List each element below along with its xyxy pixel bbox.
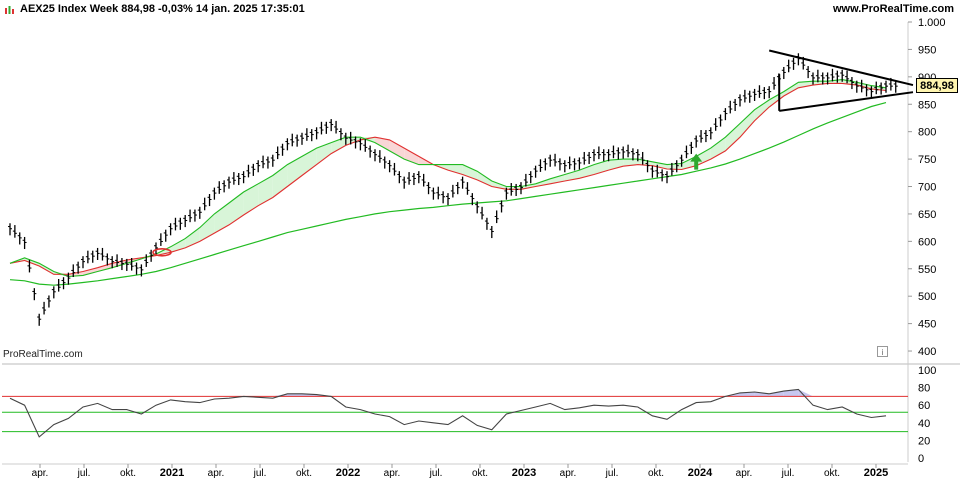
ma-ribbon-segment <box>783 82 799 97</box>
x-tick-label: apr. <box>208 468 225 479</box>
ma-ribbon-segment <box>754 99 770 121</box>
info-icon[interactable]: i <box>877 346 888 357</box>
ma-ribbon-segment <box>579 164 594 179</box>
ma-ribbon-segment <box>287 156 302 187</box>
ma-ribbon-segment <box>462 164 478 180</box>
arrow-up-icon <box>690 153 703 170</box>
x-axis: apr. jul. okt. 2021 apr. jul. okt. 2022 apr. jul.… <box>32 464 888 479</box>
y-tick-label: 450 <box>918 319 936 331</box>
rsi-line <box>9 388 887 438</box>
ma-ribbon-segment <box>637 159 653 166</box>
x-tick-label: okt. <box>824 468 840 479</box>
ma-ribbon-segment <box>404 148 419 165</box>
ma-ribbon-segment <box>39 263 54 275</box>
x-tick-label: okt. <box>472 468 488 479</box>
rsi-y-tick-label: 40 <box>918 418 930 430</box>
x-tick-label: jul. <box>781 468 795 479</box>
price-panel: 1.00095090085080075070065060055050045040… <box>2 17 960 465</box>
x-tick-label: apr. <box>736 468 753 479</box>
x-tick-label: jul. <box>77 468 91 479</box>
x-tick-label: apr. <box>384 468 401 479</box>
x-tick-label: jul. <box>429 468 443 479</box>
y-tick-label: 500 <box>918 291 936 303</box>
x-tick-label: 2024 <box>688 467 713 479</box>
ma-ribbon-segment <box>229 192 244 225</box>
y-tick-label: 850 <box>918 99 936 111</box>
ma-ribbon-segment <box>83 267 98 276</box>
y-tick-label: 550 <box>918 264 936 276</box>
y-tick-label: 400 <box>918 346 936 358</box>
chart-title: AEX25 Index Week 884,98 -0,03% 14 jan. 2… <box>20 3 305 15</box>
ma-ribbon-segment <box>331 137 346 154</box>
rsi-panel: 100 80 60 40 20 0 <box>2 365 936 465</box>
rsi-y-tick-label: 80 <box>918 383 930 395</box>
ma-ribbon-segment <box>375 137 390 151</box>
chart-icon <box>5 6 14 14</box>
last-price-tag: 884,98 <box>916 78 958 93</box>
ma-ribbon-segment <box>345 137 361 146</box>
x-tick-label: 2023 <box>512 467 536 479</box>
ma-ribbon-segment <box>389 139 405 160</box>
ma-ribbon-segment <box>258 175 273 206</box>
ma-ribbon-segment <box>97 263 113 272</box>
ma-ribbon-segment <box>623 159 638 167</box>
y-tick-label: 700 <box>918 182 936 194</box>
ma-ribbon-segment <box>491 181 507 190</box>
trendline-upper <box>768 49 914 87</box>
x-tick-label: okt. <box>296 468 312 479</box>
y-tick-label: 1.000 <box>918 17 946 29</box>
rsi-y-tick-label: 100 <box>918 365 936 377</box>
ma-ribbon-segment <box>243 183 259 216</box>
rsi-overbought-fill <box>287 393 302 397</box>
ma-ribbon-segment <box>652 161 667 169</box>
rsi-y-tick-label: 0 <box>918 453 924 465</box>
ma-ribbon-segment <box>302 148 317 176</box>
ma-ribbon-segment <box>448 164 463 175</box>
x-tick-label: jul. <box>605 468 619 479</box>
rsi-overbought-fill <box>754 392 770 397</box>
ma-ribbon-segment <box>535 178 551 187</box>
x-tick-label: 2022 <box>336 467 360 479</box>
watermark: ProRealTime.com <box>3 349 83 360</box>
ma-ribbon-segment <box>856 82 872 89</box>
ma-ribbon-segment <box>521 183 536 190</box>
ma-ribbon-segment <box>667 163 682 170</box>
x-tick-label: apr. <box>32 468 49 479</box>
ma-ribbon-segment <box>710 137 726 160</box>
y-tick-label: 750 <box>918 154 936 166</box>
rsi-y-tick-label: 20 <box>918 435 930 447</box>
ma-ribbon-segment <box>608 159 624 171</box>
rsi-overbought-fill <box>798 389 813 397</box>
ma-ribbon-segment <box>798 81 813 88</box>
x-tick-label: 2025 <box>864 467 888 479</box>
ma-ribbon-segment <box>24 257 40 267</box>
y-tick-label: 600 <box>918 236 936 248</box>
rsi-overbought-fill <box>769 391 784 397</box>
ma-ribbon-segment <box>316 142 332 165</box>
brand-link[interactable]: www.ProRealTime.com <box>832 3 954 15</box>
ma-ribbon-segment <box>813 81 828 86</box>
y-tick-label: 650 <box>918 209 936 221</box>
ma-ribbon-segment <box>506 186 521 190</box>
x-tick-label: okt. <box>648 468 664 479</box>
ma-mid-line <box>9 79 887 278</box>
ma-ribbon-segment <box>725 123 740 151</box>
ma-ribbon-segment <box>214 202 229 234</box>
ma-ribbon-segment <box>112 260 127 268</box>
ma-long-line <box>9 102 887 286</box>
ma-ribbon-segment <box>199 213 215 242</box>
ma-ribbon-segment <box>477 171 492 187</box>
trendline-lower <box>779 91 914 112</box>
x-tick-label: okt. <box>120 468 136 479</box>
ma-ribbon-segment <box>740 109 755 138</box>
x-tick-label: apr. <box>560 468 577 479</box>
y-tick-label: 800 <box>918 127 936 139</box>
ma-ribbon-segment <box>564 170 580 182</box>
x-tick-label: jul. <box>253 468 267 479</box>
x-tick-label: 2021 <box>160 467 184 479</box>
signal-marker <box>152 248 172 257</box>
y-tick-label: 950 <box>918 44 936 56</box>
rsi-y-tick-label: 60 <box>918 400 930 412</box>
